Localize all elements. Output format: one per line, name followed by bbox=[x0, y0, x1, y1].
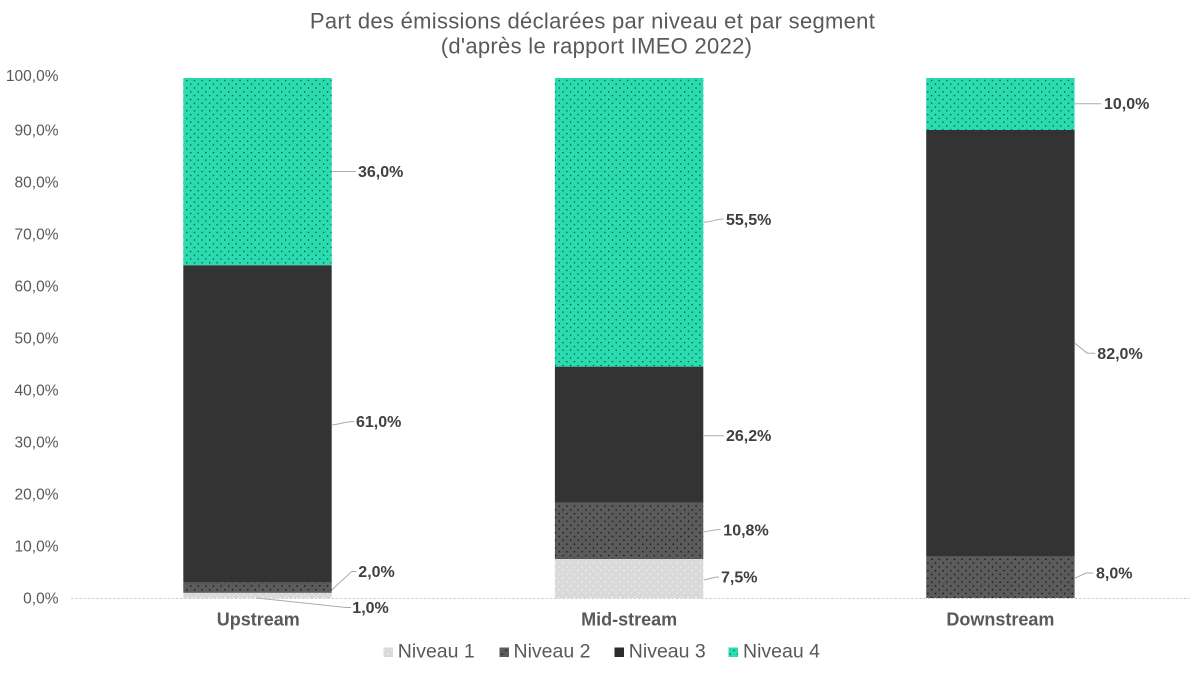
svg-text:20,0%: 20,0% bbox=[15, 487, 59, 504]
svg-text:40,0%: 40,0% bbox=[15, 383, 59, 400]
svg-text:26,2%: 26,2% bbox=[726, 428, 771, 445]
svg-text:10,0%: 10,0% bbox=[15, 539, 59, 556]
svg-text:Niveau 4: Niveau 4 bbox=[743, 641, 820, 663]
svg-text:Niveau 3: Niveau 3 bbox=[629, 641, 706, 663]
svg-text:Downstream: Downstream bbox=[946, 610, 1054, 630]
svg-text:(d'après le rapport IMEO 2022): (d'après le rapport IMEO 2022) bbox=[441, 34, 753, 59]
svg-text:0,0%: 0,0% bbox=[23, 591, 59, 608]
svg-text:2,0%: 2,0% bbox=[358, 564, 394, 581]
svg-text:90,0%: 90,0% bbox=[15, 123, 59, 140]
svg-text:82,0%: 82,0% bbox=[1097, 346, 1142, 363]
svg-text:36,0%: 36,0% bbox=[358, 164, 403, 181]
svg-text:Niveau 1: Niveau 1 bbox=[398, 641, 475, 663]
svg-text:80,0%: 80,0% bbox=[15, 175, 59, 192]
svg-text:100,0%: 100,0% bbox=[6, 68, 59, 85]
svg-text:Upstream: Upstream bbox=[217, 610, 300, 630]
svg-text:30,0%: 30,0% bbox=[15, 435, 59, 452]
svg-text:60,0%: 60,0% bbox=[15, 279, 59, 296]
svg-text:1,0%: 1,0% bbox=[352, 600, 388, 617]
svg-text:8,0%: 8,0% bbox=[1096, 566, 1132, 583]
svg-text:7,5%: 7,5% bbox=[721, 570, 757, 587]
svg-text:Part des émissions déclarées p: Part des émissions déclarées par niveau … bbox=[310, 9, 875, 34]
svg-text:50,0%: 50,0% bbox=[15, 331, 59, 348]
svg-text:70,0%: 70,0% bbox=[15, 227, 59, 244]
svg-text:Mid-stream: Mid-stream bbox=[581, 610, 677, 630]
svg-text:10,8%: 10,8% bbox=[723, 523, 768, 540]
svg-text:61,0%: 61,0% bbox=[356, 414, 401, 431]
svg-text:55,5%: 55,5% bbox=[726, 212, 771, 229]
svg-text:10,0%: 10,0% bbox=[1104, 96, 1149, 113]
svg-text:Niveau 2: Niveau 2 bbox=[514, 641, 591, 663]
